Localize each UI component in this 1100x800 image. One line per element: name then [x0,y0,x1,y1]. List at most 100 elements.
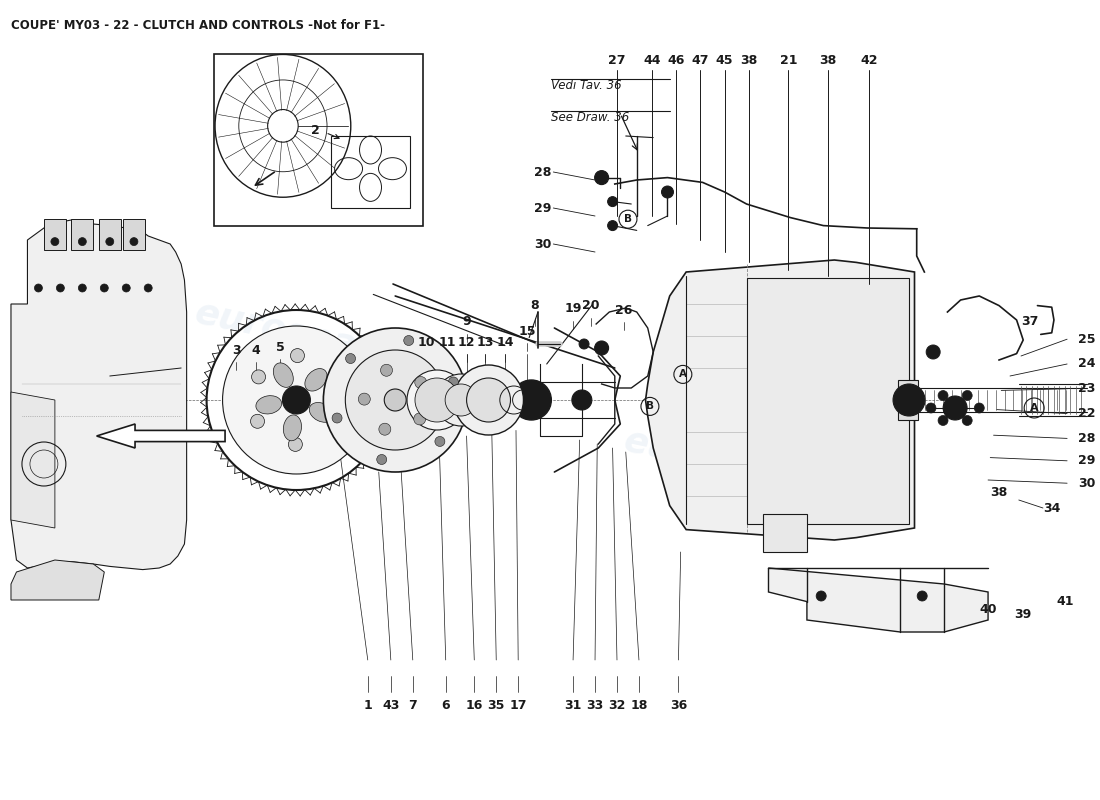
Polygon shape [11,392,55,528]
Circle shape [381,364,393,376]
Text: B: B [646,402,653,411]
Circle shape [359,393,371,405]
Circle shape [434,437,444,446]
Circle shape [78,284,86,292]
Text: 26: 26 [615,304,632,317]
Bar [747,278,909,524]
FancyArrow shape [97,424,226,448]
Circle shape [144,284,152,292]
Text: 47: 47 [692,54,710,66]
Circle shape [943,396,967,420]
Text: 19: 19 [564,302,582,315]
Ellipse shape [453,365,524,435]
Text: 31: 31 [564,699,582,712]
Text: eurospares: eurospares [192,296,422,376]
Circle shape [378,423,390,435]
Circle shape [415,377,427,389]
Text: 42: 42 [860,54,878,66]
Text: 32: 32 [608,699,626,712]
Circle shape [122,284,130,292]
Ellipse shape [273,363,294,387]
Text: 28: 28 [1078,432,1096,445]
Text: 46: 46 [668,54,685,66]
Text: 39: 39 [1014,608,1032,621]
Text: 8: 8 [530,299,539,312]
Circle shape [328,416,341,430]
Ellipse shape [284,415,301,441]
Circle shape [106,238,113,246]
Bar [72,219,94,250]
Text: 18: 18 [630,699,648,712]
Circle shape [661,186,673,198]
Text: 14: 14 [496,336,514,349]
Circle shape [926,345,940,359]
Text: 10: 10 [417,336,434,349]
Text: eurospares: eurospares [620,424,851,504]
Text: 34: 34 [1043,502,1060,514]
Ellipse shape [256,396,282,414]
Bar [763,514,807,552]
Polygon shape [769,568,988,632]
Circle shape [607,221,617,230]
Circle shape [34,284,43,292]
Text: 33: 33 [586,699,604,712]
Circle shape [56,284,65,292]
Circle shape [283,386,310,414]
Circle shape [252,370,265,384]
Circle shape [926,403,936,413]
Bar [99,219,121,250]
Circle shape [901,392,917,408]
Text: 35: 35 [487,699,505,712]
Polygon shape [646,260,914,540]
Text: A: A [679,370,686,379]
Bar [123,219,145,250]
Bar [898,380,917,420]
Ellipse shape [222,326,371,474]
Text: 38: 38 [990,486,1008,498]
Circle shape [288,438,302,451]
Text: 40: 40 [979,603,997,616]
Text: 30: 30 [534,238,551,250]
Circle shape [51,238,59,246]
Text: 38: 38 [740,54,758,66]
Text: 9: 9 [462,315,471,328]
Bar [214,54,422,226]
Circle shape [607,197,617,206]
Text: 43: 43 [382,699,399,712]
Circle shape [328,372,342,386]
Text: Vedi Tav. 36: Vedi Tav. 36 [551,79,622,92]
Circle shape [595,170,608,185]
Circle shape [414,413,426,425]
Circle shape [130,238,138,246]
Text: 13: 13 [476,336,494,349]
Circle shape [290,349,305,362]
Circle shape [962,390,972,401]
Text: 23: 23 [1078,382,1096,395]
Text: 22: 22 [1078,407,1096,420]
Text: 29: 29 [534,202,551,214]
Ellipse shape [305,369,327,391]
Ellipse shape [407,370,466,430]
Circle shape [579,339,588,349]
Text: 24: 24 [1078,358,1096,370]
Circle shape [251,414,264,428]
Text: 20: 20 [582,299,600,312]
Text: 4: 4 [252,344,261,357]
Ellipse shape [345,350,446,450]
Text: 45: 45 [716,54,734,66]
Ellipse shape [446,384,477,416]
Ellipse shape [466,378,510,422]
Circle shape [893,384,925,416]
Circle shape [404,335,414,346]
Text: 17: 17 [509,699,527,712]
Text: 3: 3 [232,344,240,357]
Text: 44: 44 [644,54,661,66]
Text: See Draw. 36: See Draw. 36 [551,111,629,124]
Text: 28: 28 [534,166,551,178]
Text: 12: 12 [458,336,475,349]
Text: 27: 27 [608,54,626,66]
Ellipse shape [415,378,459,422]
Circle shape [572,390,592,410]
Circle shape [78,238,86,246]
Circle shape [595,341,608,355]
